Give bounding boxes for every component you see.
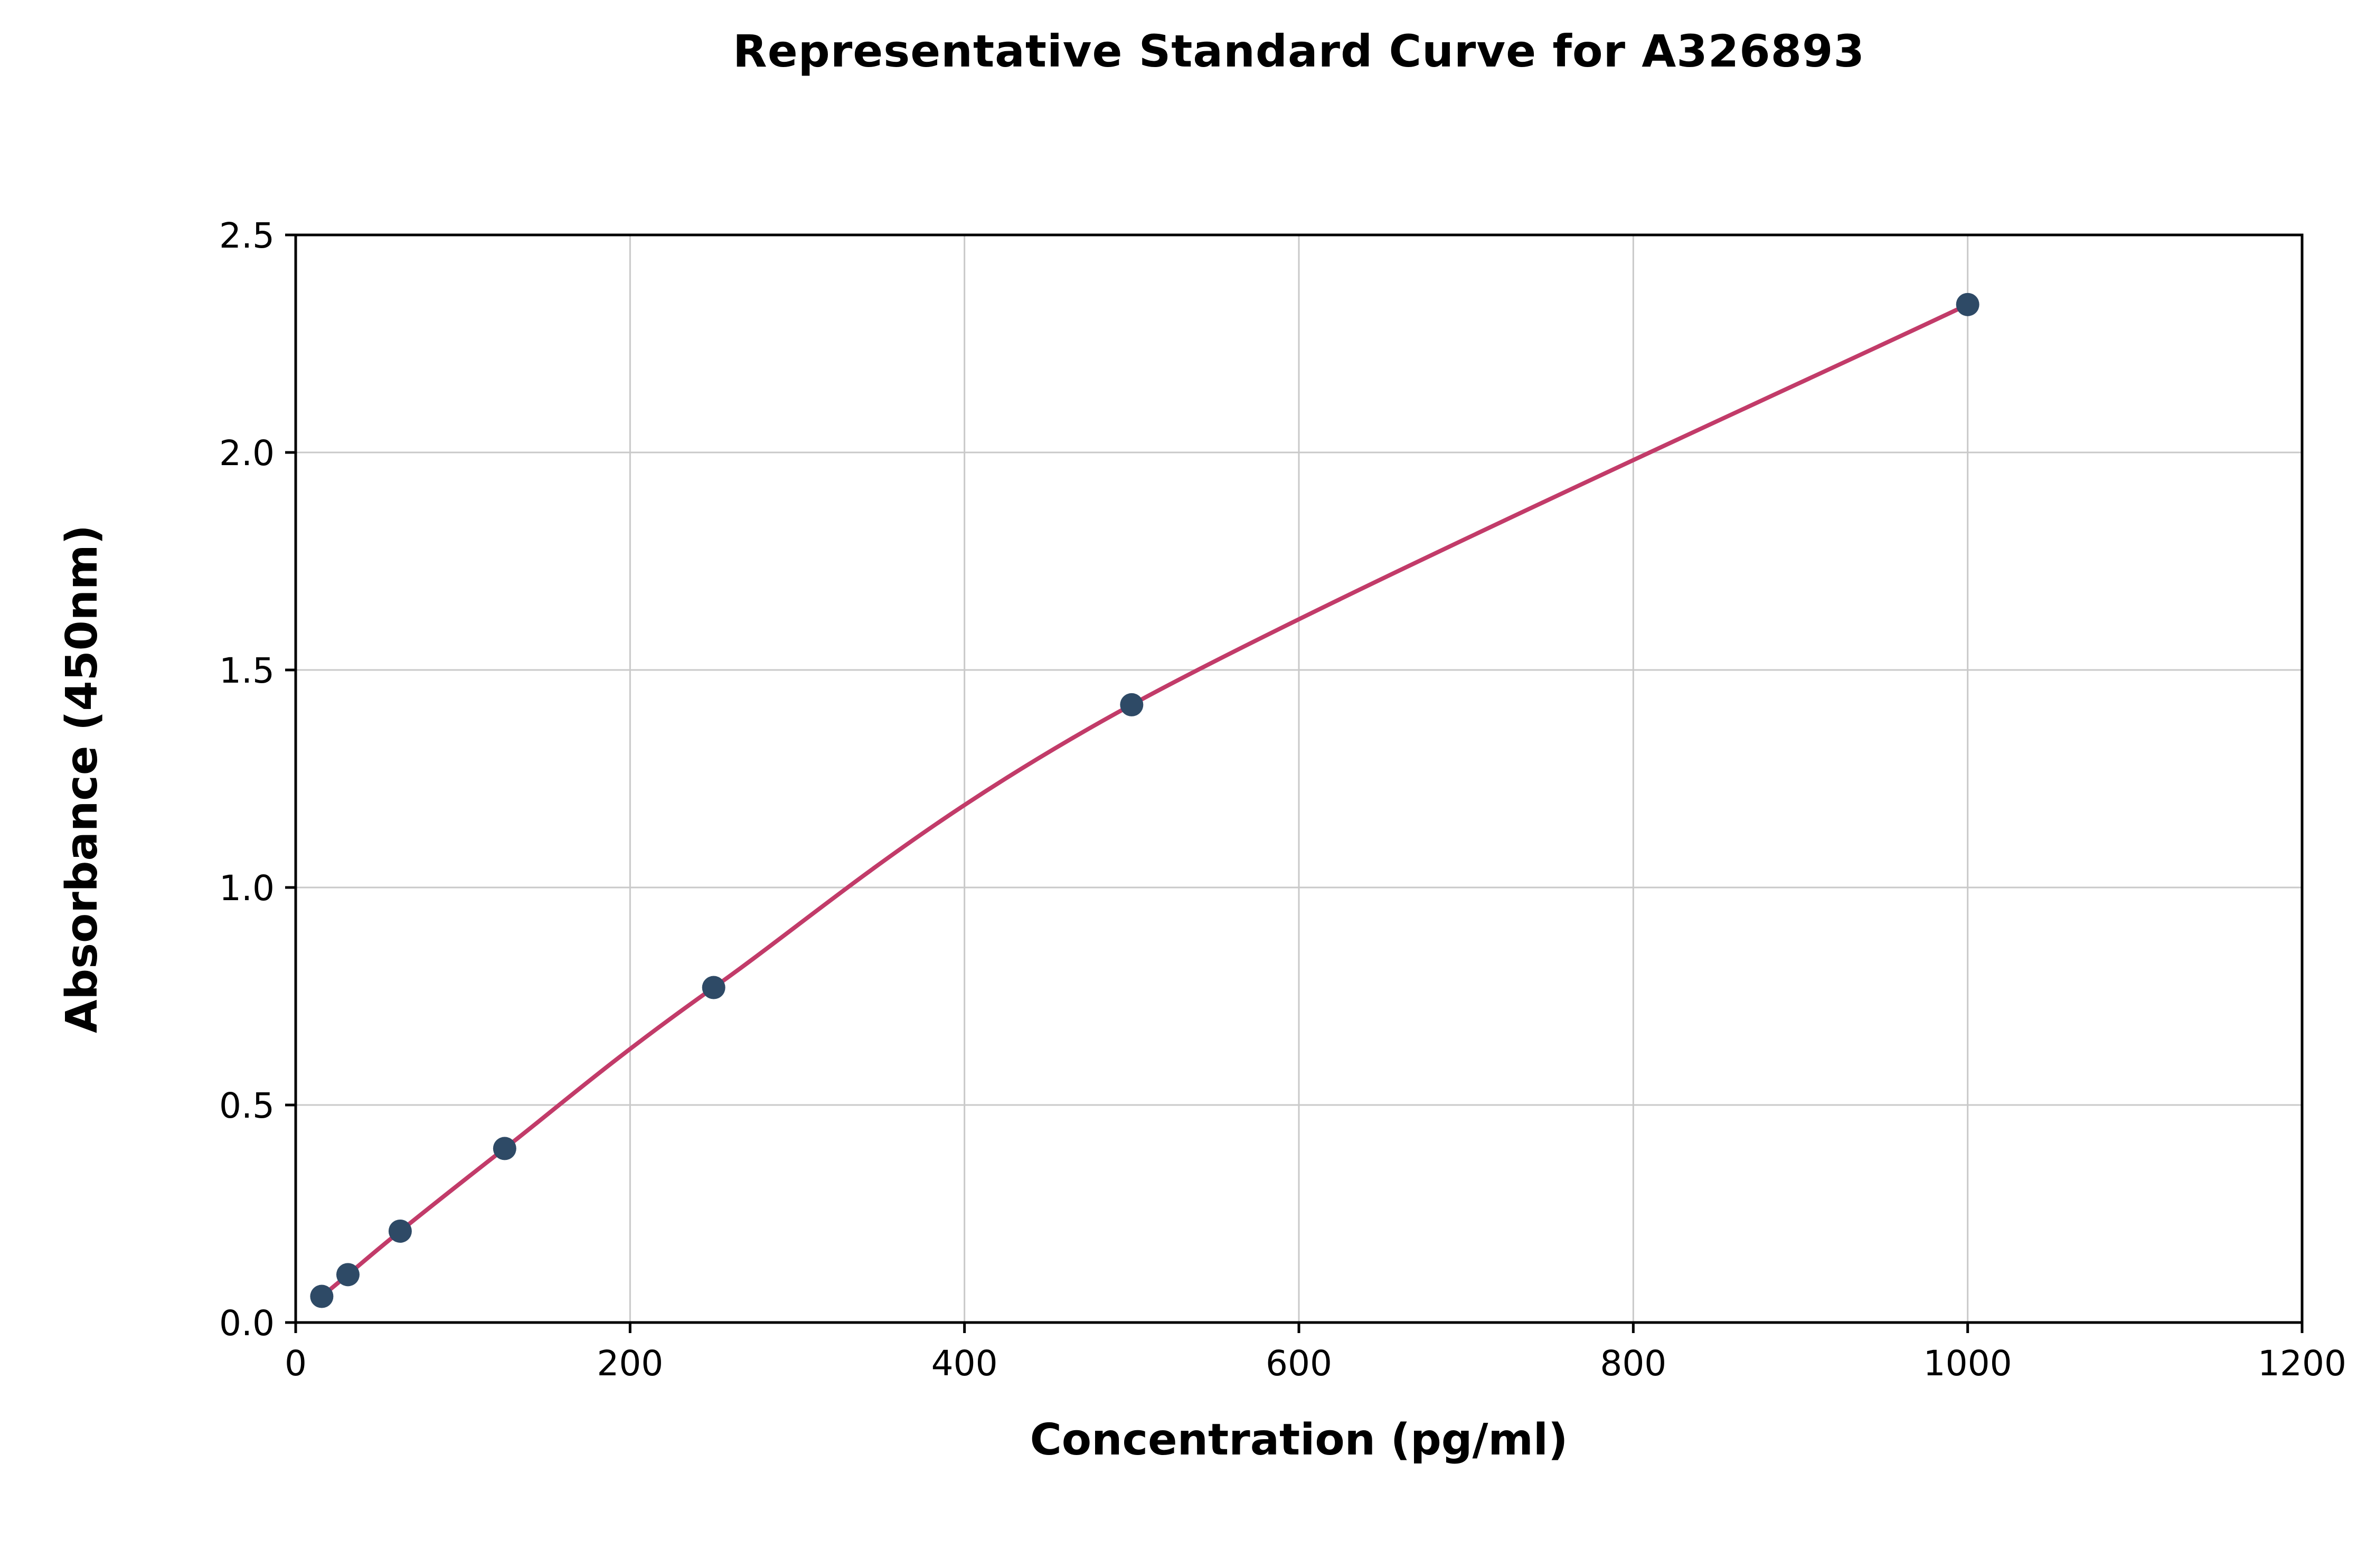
chart-title: Representative Standard Curve for A32689… bbox=[733, 25, 1865, 77]
y-tick-label: 2.5 bbox=[219, 215, 275, 256]
fit-curve bbox=[319, 302, 1970, 1299]
x-tick-label: 1200 bbox=[2258, 1343, 2346, 1384]
x-tick-label: 400 bbox=[931, 1343, 998, 1384]
data-point bbox=[1956, 292, 1979, 316]
y-tick-label: 0.5 bbox=[219, 1085, 275, 1126]
y-tick-label: 1.5 bbox=[219, 650, 275, 691]
data-point bbox=[493, 1137, 516, 1160]
x-tick-label: 800 bbox=[1600, 1343, 1666, 1384]
data-point bbox=[310, 1284, 334, 1308]
data-point bbox=[388, 1219, 412, 1243]
y-tick-label: 2.0 bbox=[219, 433, 275, 474]
x-axis-label: Concentration (pg/ml) bbox=[1030, 1415, 1568, 1465]
data-point bbox=[702, 976, 725, 999]
x-tick-label: 0 bbox=[285, 1343, 307, 1384]
y-axis-label-container: Absorbance (450nm) bbox=[37, 235, 127, 1323]
y-tick-label: 0.0 bbox=[219, 1303, 275, 1344]
y-tick-label: 1.0 bbox=[219, 868, 275, 909]
x-tick-label: 200 bbox=[597, 1343, 663, 1384]
x-tick-label: 1000 bbox=[1924, 1343, 2012, 1384]
y-axis-label: Absorbance (450nm) bbox=[56, 524, 107, 1033]
plot-border bbox=[294, 233, 2304, 1324]
data-point bbox=[336, 1263, 360, 1287]
x-tick-label: 600 bbox=[1266, 1343, 1332, 1384]
data-point bbox=[1120, 693, 1144, 716]
